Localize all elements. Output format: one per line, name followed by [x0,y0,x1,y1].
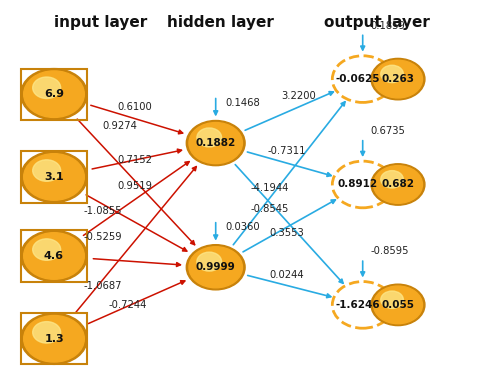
Text: 3.1: 3.1 [44,172,64,182]
Circle shape [374,166,422,203]
Circle shape [24,71,84,118]
Text: 0.0244: 0.0244 [270,270,304,280]
Text: input layer: input layer [54,15,147,30]
Circle shape [371,58,425,100]
Circle shape [32,239,60,260]
Text: hidden layer: hidden layer [166,15,274,30]
Circle shape [374,286,422,324]
Text: -4.1944: -4.1944 [250,183,289,193]
Circle shape [20,151,87,202]
Text: 0.8912: 0.8912 [338,179,378,189]
Text: 0.1468: 0.1468 [226,98,260,108]
Circle shape [24,154,84,200]
Circle shape [20,313,87,364]
Circle shape [32,77,60,99]
Circle shape [20,230,87,281]
Text: -0.7244: -0.7244 [108,300,146,310]
Circle shape [32,322,60,343]
Text: 4.6: 4.6 [44,251,64,261]
Text: -1.6246: -1.6246 [335,300,380,310]
Text: 0.055: 0.055 [382,300,414,310]
Circle shape [32,160,60,181]
Circle shape [189,247,242,288]
Text: -0.8595: -0.8595 [370,247,408,257]
Circle shape [186,121,245,166]
Text: 1.3: 1.3 [44,334,64,344]
Text: 0.9519: 0.9519 [118,181,152,191]
Text: -1.0855: -1.0855 [84,206,122,216]
Circle shape [24,316,84,362]
Circle shape [374,60,422,98]
Circle shape [371,284,425,326]
Text: -0.7311: -0.7311 [268,146,306,156]
Text: 0.6735: 0.6735 [370,126,405,136]
Circle shape [24,233,84,279]
Text: 0.9999: 0.9999 [196,262,235,272]
Circle shape [380,291,404,308]
Text: 0.6100: 0.6100 [118,102,152,113]
Circle shape [332,161,393,208]
Circle shape [380,65,404,83]
Text: output layer: output layer [324,15,430,30]
Text: 0.1882: 0.1882 [196,138,236,148]
Circle shape [20,69,87,120]
Text: 0.263: 0.263 [382,74,414,84]
Circle shape [197,252,222,271]
Text: 0.7152: 0.7152 [118,155,152,165]
Circle shape [371,164,425,205]
Circle shape [380,170,404,188]
Circle shape [332,56,393,103]
Text: 0.3553: 0.3553 [270,228,304,238]
Text: -0.5259: -0.5259 [84,232,122,242]
Text: 3.2200: 3.2200 [282,91,316,101]
Circle shape [197,128,222,147]
Text: -0.0625: -0.0625 [335,74,380,84]
Text: 0.0360: 0.0360 [226,222,260,232]
Text: 0.1859: 0.1859 [370,21,405,31]
Text: -1.0687: -1.0687 [84,281,122,291]
Circle shape [332,281,393,328]
Circle shape [186,245,245,290]
Text: 0.682: 0.682 [382,179,414,189]
Text: 0.9274: 0.9274 [102,121,138,131]
Text: 6.9: 6.9 [44,89,64,99]
Text: -0.8545: -0.8545 [250,204,289,214]
Circle shape [189,122,242,164]
